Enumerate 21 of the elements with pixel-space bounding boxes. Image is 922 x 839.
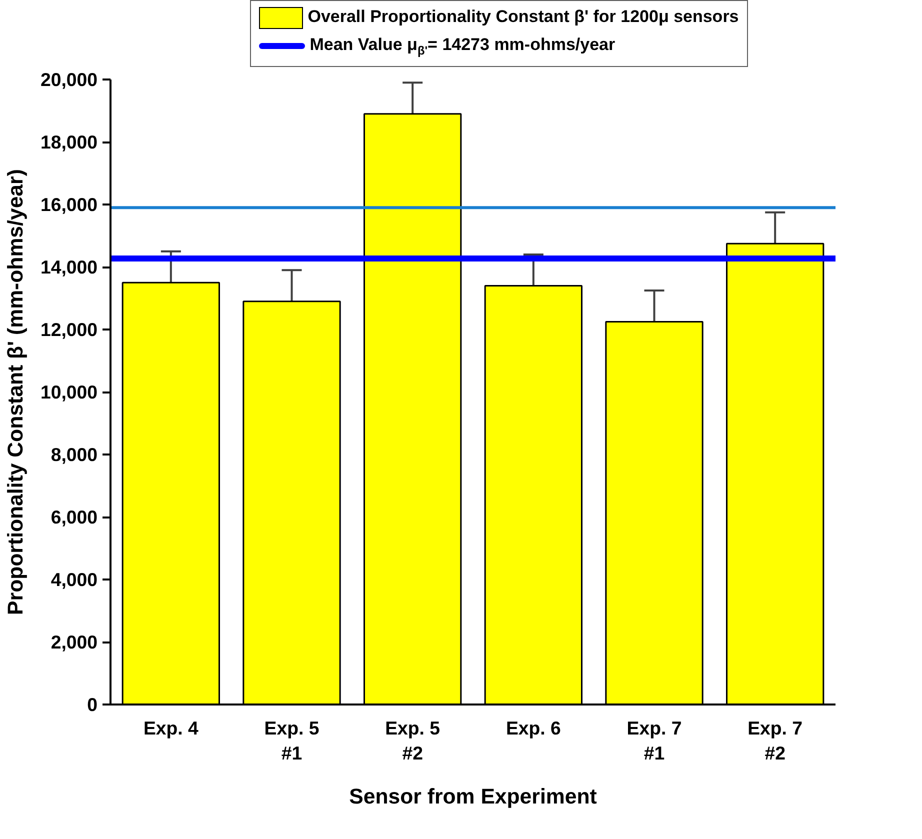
y-tick-label: 16,000 <box>40 194 98 216</box>
x-tick-label: Exp. 4 <box>143 718 200 739</box>
x-tick-label: Exp. 7 #2 <box>748 718 803 764</box>
y-tick-label: 6,000 <box>50 506 98 528</box>
y-tick-label: 12,000 <box>40 319 98 340</box>
y-tick-label: 4,000 <box>50 569 98 590</box>
legend-label: Mean Value μ$_{β'}$= 14273 mm-ohms/year <box>308 34 616 60</box>
x-tick-label: Exp. 7 #1 <box>626 718 682 764</box>
x-axis-title: Sensor from Experiment <box>349 785 597 810</box>
x-tick-label: Exp. 6 <box>506 718 561 739</box>
y-axis-title: Proportionality Constant β' (mm-ohms/year) <box>3 169 28 616</box>
y-tick-label: 18,000 <box>40 132 98 153</box>
legend-label: Overall Proportionality Constant β' for 1200μ sensors <box>306 6 739 28</box>
y-tick-label: 20,000 <box>40 69 98 90</box>
y-tick-label: 14,000 <box>40 256 98 278</box>
y-tick-label: 0 <box>87 694 98 716</box>
x-tick-label: Exp. 5 #2 <box>385 718 440 764</box>
y-tick-label: 2,000 <box>50 632 98 653</box>
x-tick-label: Exp. 5 #1 <box>264 718 320 764</box>
y-tick-label: 8,000 <box>50 444 98 466</box>
y-tick-label: 10,000 <box>40 382 98 403</box>
